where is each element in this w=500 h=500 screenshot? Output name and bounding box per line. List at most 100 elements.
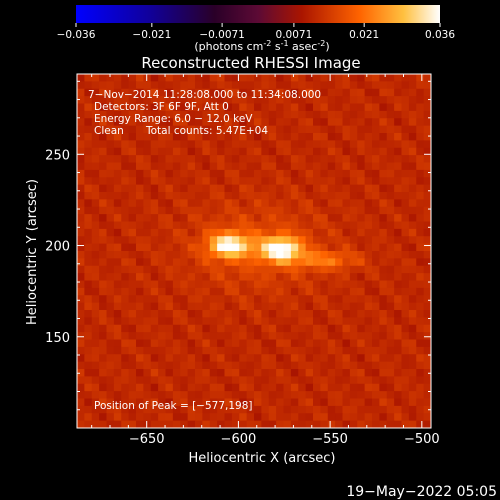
heatmap-cell xyxy=(364,295,373,304)
heatmap-cell xyxy=(268,280,277,289)
heatmap-cell xyxy=(165,221,174,230)
heatmap-cell xyxy=(106,310,115,318)
heatmap-cell xyxy=(342,177,351,186)
heatmap-cell xyxy=(254,295,262,304)
heatmap-cell xyxy=(121,295,130,304)
heatmap-cell xyxy=(99,177,108,186)
heatmap-cell xyxy=(180,383,189,392)
heatmap-cell xyxy=(379,302,388,311)
heatmap-cell xyxy=(77,317,85,326)
heatmap-cell xyxy=(77,295,85,304)
heatmap-cell xyxy=(187,140,196,149)
heatmap-cell xyxy=(313,376,321,385)
heatmap-cell xyxy=(313,361,321,370)
heatmap-cell xyxy=(91,184,100,193)
heatmap-cell xyxy=(379,184,388,193)
heatmap-cell xyxy=(202,88,211,97)
heatmap-cell xyxy=(305,280,314,289)
heatmap-cell xyxy=(150,74,159,82)
heatmap-cell xyxy=(143,110,152,119)
heatmap-cell xyxy=(143,369,152,377)
heatmap-cell xyxy=(136,405,144,414)
heatmap-cell xyxy=(77,383,85,392)
heatmap-cell xyxy=(335,243,344,252)
heatmap-cell xyxy=(172,103,181,112)
heatmap-cell xyxy=(121,96,130,105)
heatmap-cell xyxy=(77,214,85,223)
heatmap-cell xyxy=(187,258,196,267)
heatmap-cell xyxy=(246,383,255,392)
heatmap-cell xyxy=(77,228,85,237)
heatmap-cell xyxy=(313,147,321,156)
heatmap-cell xyxy=(113,169,122,178)
heatmap-cell xyxy=(195,177,203,186)
heatmap-cell xyxy=(327,162,336,171)
heatmap-cell xyxy=(77,405,85,414)
heatmap-cell xyxy=(150,287,159,296)
heatmap-cell xyxy=(408,302,417,311)
heatmap-cell xyxy=(195,383,203,392)
heatmap-cell xyxy=(283,265,292,274)
heatmap-cell xyxy=(239,236,248,245)
heatmap-cell xyxy=(268,346,277,355)
heatmap-cell xyxy=(180,346,189,355)
heatmap-cell xyxy=(305,155,314,164)
heatmap-cell xyxy=(106,133,115,141)
heatmap-cell xyxy=(320,346,329,355)
heatmap-cell xyxy=(401,228,410,237)
heatmap-cell xyxy=(313,125,321,134)
heatmap-cell xyxy=(268,258,277,267)
heatmap-cell xyxy=(276,295,285,304)
heatmap-cell xyxy=(195,339,203,348)
heatmap-cell xyxy=(224,332,233,341)
heatmap-cell xyxy=(276,287,285,296)
heatmap-cell xyxy=(254,74,262,82)
heatmap-cell xyxy=(121,251,130,259)
heatmap-cell xyxy=(187,346,196,355)
heatmap-cell xyxy=(423,346,431,355)
heatmap-cell xyxy=(379,324,388,333)
heatmap-cell xyxy=(401,251,410,259)
heatmap-cell xyxy=(121,332,130,341)
heatmap-cell xyxy=(408,376,417,385)
heatmap-cell xyxy=(180,221,189,230)
heatmap-cell xyxy=(416,228,425,237)
heatmap-cell xyxy=(202,140,211,149)
heatmap-cell xyxy=(202,346,211,355)
heatmap-cell xyxy=(313,155,321,164)
heatmap-cell xyxy=(217,236,226,245)
heatmap-cell xyxy=(386,236,395,245)
heatmap-cell xyxy=(254,169,262,178)
heatmap-cell xyxy=(224,221,233,230)
heatmap-cell xyxy=(313,398,321,407)
heatmap-cell xyxy=(84,214,93,223)
heatmap-cell xyxy=(77,398,85,407)
heatmap-cell xyxy=(283,214,292,223)
heatmap-cell xyxy=(261,96,270,105)
heatmap-cell xyxy=(224,310,233,318)
heatmap-cell xyxy=(335,103,344,112)
heatmap-cell xyxy=(401,96,410,105)
heatmap-cell xyxy=(254,81,262,90)
heatmap-cell xyxy=(209,228,218,237)
heatmap-cell xyxy=(172,214,181,223)
heatmap-cell xyxy=(372,147,380,156)
heatmap-cell xyxy=(305,206,314,215)
heatmap-cell xyxy=(209,265,218,274)
heatmap-cell xyxy=(187,81,196,90)
heatmap-cell xyxy=(283,317,292,326)
heatmap-cell xyxy=(143,140,152,149)
heatmap-cell xyxy=(357,96,366,105)
heatmap-cell xyxy=(313,295,321,304)
heatmap-cell xyxy=(128,169,137,178)
heatmap-cell xyxy=(342,295,351,304)
heatmap-cell xyxy=(209,273,218,282)
heatmap-cell xyxy=(239,74,248,82)
heatmap-cell xyxy=(305,413,314,422)
heatmap-cell xyxy=(327,361,336,370)
heatmap-cell xyxy=(423,184,431,193)
heatmap-cell xyxy=(172,302,181,311)
heatmap-cell xyxy=(99,324,108,333)
heatmap-cell xyxy=(128,125,137,134)
